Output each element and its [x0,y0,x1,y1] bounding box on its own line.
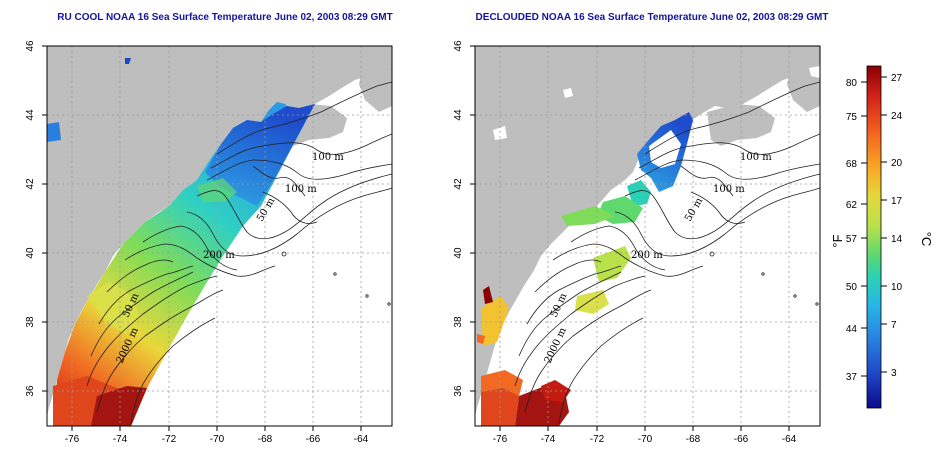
c-tick-label: 3 [891,368,897,379]
contour-label-100m: 100 m [312,152,344,163]
f-tick-label: 44 [846,324,858,335]
y-tick-label: 46 [453,40,464,52]
f-tick-label: 68 [846,159,858,170]
y-tick-label: 42 [25,178,36,190]
c-tick-label: 24 [891,111,903,122]
y-axis-left: 46 44 42 40 38 36 [25,40,47,397]
y-axis-right: 46 44 42 40 38 36 [453,40,475,397]
y-tick-label: 36 [453,385,464,397]
y-tick-label: 46 [25,40,36,52]
map-panel-left: 100 m 100 m 50 m 200 m 50 m 2000 m [47,46,392,426]
y-tick-label: 40 [453,247,464,259]
y-tick-label: 44 [25,109,36,121]
y-tick-label: 40 [25,247,36,259]
f-tick-label: 75 [846,112,858,123]
x-tick-label: -70 [210,434,225,445]
f-tick-label: 57 [846,234,858,245]
x-tick-label: -64 [782,434,797,445]
x-tick-label: -74 [541,434,556,445]
contour-label-100m: 100 m [285,184,317,195]
map-panel-right: 100 m 100 m 50 m 200 m 50 m 2000 m [475,46,820,426]
y-tick-label: 38 [453,316,464,328]
x-tick-label: -76 [493,434,508,445]
x-tick-label: -70 [638,434,653,445]
c-tick-label: 20 [891,158,903,169]
x-tick-label: -68 [686,434,701,445]
c-tick-label: 7 [891,320,897,331]
x-tick-label: -74 [113,434,128,445]
colorbar-unit-c: °C [919,232,934,247]
y-tick-label: 36 [25,385,36,397]
c-tick-label: 10 [891,282,903,293]
f-tick-label: 62 [846,200,858,211]
contour-label-200m: 200 m [631,250,663,261]
x-axis-right: -76 -74 -72 -70 -68 -66 -64 [493,426,797,445]
c-tick-label: 27 [891,73,903,84]
c-tick-label: 17 [891,196,903,207]
panel-title-left: RU COOL NOAA 16 Sea Surface Temperature … [57,12,393,23]
f-tick-label: 80 [846,78,858,89]
contour-label-200m: 200 m [203,250,235,261]
contour-label-100m: 100 m [740,152,772,163]
c-tick-label: 14 [891,234,903,245]
x-axis-left: -76 -74 -72 -70 -68 -66 -64 [65,426,369,445]
colorbar-unit-f: °F [830,234,845,247]
map-frame-right [474,45,821,427]
colorbar-scale [866,65,882,409]
colorbar-c-ticks: 27 24 20 17 14 10 7 3 [881,73,903,379]
f-tick-label: 50 [846,282,858,293]
panel-title-right: DECLOUDED NOAA 16 Sea Surface Temperatur… [476,12,829,23]
colorbar: 80 75 68 62 57 50 44 37 27 24 20 17 14 10 7 3 °F °C [830,65,934,409]
contour-label-100m: 100 m [713,184,745,195]
x-tick-label: -72 [590,434,605,445]
map-frame-left [46,45,393,427]
x-tick-label: -76 [65,434,80,445]
x-tick-label: -68 [258,434,273,445]
y-tick-label: 42 [453,178,464,190]
y-tick-label: 44 [453,109,464,121]
x-tick-label: -72 [162,434,177,445]
y-tick-label: 38 [25,316,36,328]
colorbar-f-ticks: 80 75 68 62 57 50 44 37 [846,78,867,383]
x-tick-label: -66 [306,434,321,445]
x-tick-label: -66 [734,434,749,445]
x-tick-label: -64 [354,434,369,445]
f-tick-label: 37 [846,372,858,383]
